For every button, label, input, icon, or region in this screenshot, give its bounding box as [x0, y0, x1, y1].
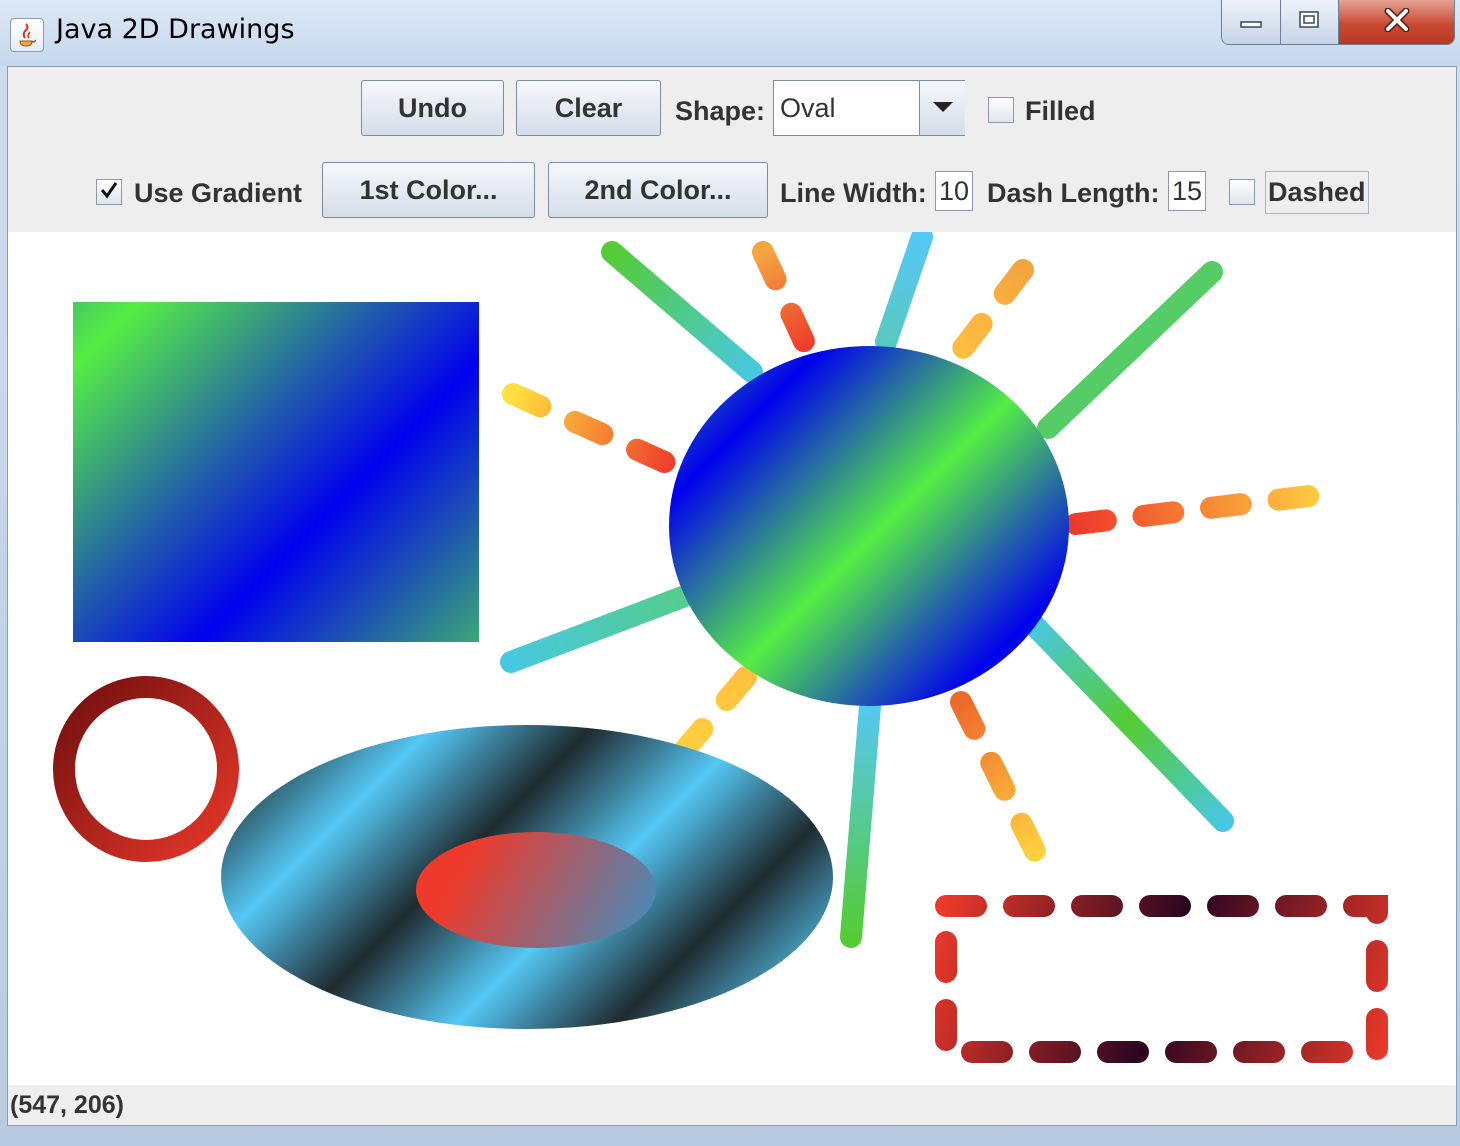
- use-gradient-checkbox[interactable]: [96, 179, 122, 205]
- ray-bottom: [840, 695, 881, 948]
- shape-select[interactable]: Oval: [773, 80, 965, 136]
- dashed-ray-lower-left: [672, 666, 757, 763]
- checkmark-icon: [99, 180, 119, 205]
- dashed-label: Dashed: [1265, 171, 1369, 214]
- dashed-rectangle: [935, 895, 1388, 1063]
- ray-top: [875, 232, 933, 353]
- dashed-ray-lower-right: [950, 691, 1049, 868]
- drawing-canvas[interactable]: [8, 232, 1456, 1085]
- inner-ellipse: [416, 832, 656, 948]
- ray-upper-left: [601, 241, 763, 383]
- window-title: Java 2D Drawings: [56, 14, 295, 45]
- line-width-label: Line Width:: [780, 178, 927, 208]
- second-color-button[interactable]: 2nd Color...: [548, 162, 768, 218]
- red-ring: [53, 676, 239, 862]
- java-cup-icon: [10, 18, 44, 52]
- minimize-icon: [1239, 13, 1263, 32]
- content-pane: Undo Clear Shape: Oval Filled Use Gradie…: [7, 66, 1457, 1126]
- title-bar[interactable]: Java 2D Drawings: [0, 0, 1460, 66]
- ray-upper-right: [1037, 261, 1223, 439]
- dashed-checkbox[interactable]: [1229, 179, 1255, 205]
- cursor-coordinates: (547, 206): [10, 1091, 124, 1119]
- restore-icon: [1297, 9, 1321, 35]
- chevron-down-icon: [932, 99, 954, 118]
- filled-label: Filled: [1025, 96, 1096, 126]
- shape-select-arrow-button[interactable]: [919, 81, 965, 135]
- line-width-field[interactable]: 10: [935, 171, 973, 211]
- clear-button[interactable]: Clear: [516, 80, 661, 136]
- dashed-ray-left: [502, 383, 691, 480]
- shape-label: Shape:: [675, 96, 766, 126]
- shape-select-value: Oval: [780, 93, 836, 123]
- dashed-ray-top: [752, 241, 819, 361]
- ray-lower-right: [1023, 614, 1234, 832]
- status-bar: (547, 206): [8, 1085, 1456, 1125]
- restore-button[interactable]: [1280, 0, 1339, 44]
- close-icon: [1383, 7, 1411, 36]
- use-gradient-label: Use Gradient: [134, 178, 303, 208]
- gradient-rectangle: [73, 302, 479, 642]
- close-button[interactable]: [1339, 0, 1454, 44]
- dashed-ray-upper-right: [943, 259, 1034, 371]
- dashed-ray-right: [1065, 483, 1337, 535]
- dash-length-field[interactable]: 15: [1168, 171, 1206, 211]
- filled-checkbox[interactable]: [988, 97, 1014, 123]
- ray-left: [500, 582, 704, 673]
- window-controls: [1221, 0, 1455, 45]
- first-color-button[interactable]: 1st Color...: [322, 162, 535, 218]
- dash-length-label: Dash Length:: [987, 178, 1160, 208]
- minimize-button[interactable]: [1222, 0, 1281, 44]
- gradient-oval: [669, 346, 1069, 706]
- undo-button[interactable]: Undo: [361, 80, 504, 136]
